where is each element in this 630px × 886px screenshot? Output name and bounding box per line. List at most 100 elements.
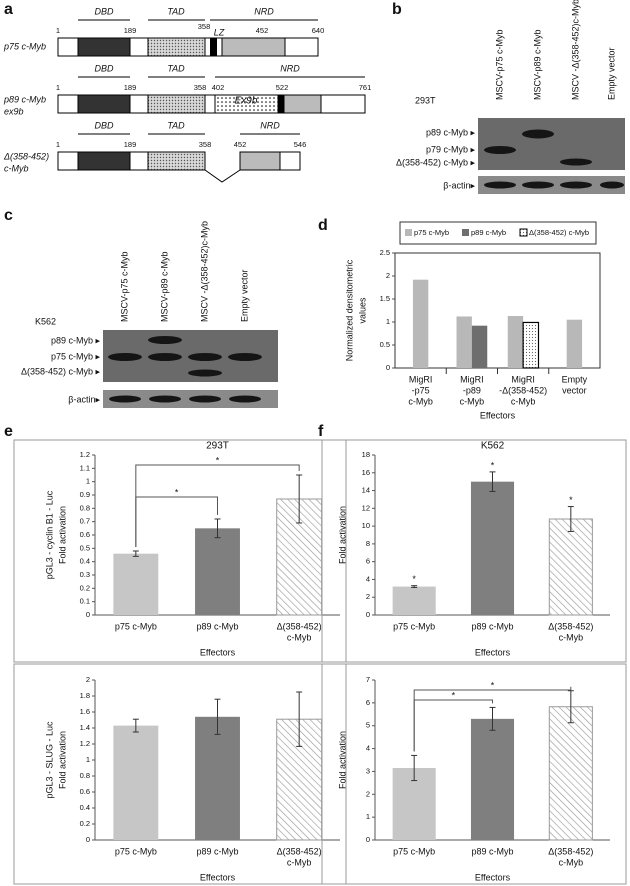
- y-tick-label: 0.6: [80, 787, 90, 796]
- y-tick-label: 0.2: [80, 819, 90, 828]
- domain-label: TAD: [167, 120, 185, 130]
- y-tick-label: 0.6: [80, 530, 90, 539]
- panel-label: f: [318, 423, 324, 440]
- legend-label: p89 c-Myb: [471, 228, 506, 237]
- band: [188, 353, 222, 361]
- bar: [566, 319, 583, 368]
- x-tick-label: c-Myb: [559, 857, 584, 867]
- panel-label: b: [392, 1, 402, 18]
- panel-label: c: [4, 207, 13, 224]
- significance-label: *: [491, 680, 495, 690]
- y-tick-label: 0: [86, 610, 90, 619]
- band: [148, 336, 182, 344]
- tad-domain: [147, 37, 206, 57]
- dbd-domain: [77, 151, 131, 171]
- position: 546: [294, 140, 307, 149]
- y-tick-label: 1: [386, 317, 390, 326]
- y-tick-label: 1.8: [80, 691, 90, 700]
- panel-a: a DBD TAD NRD 1 189 358 452 640 LZ p75 c…: [3, 1, 371, 183]
- x-tick-label: c-Myb: [460, 396, 485, 406]
- x-tick-label: c-Myb: [287, 632, 312, 642]
- blot: [478, 118, 625, 170]
- y-axis-label: pGL3 - cyclin B1 - Luc: [44, 490, 54, 579]
- y-tick-label: 1: [366, 812, 370, 821]
- position: 522: [276, 83, 289, 92]
- nrd-domain: [283, 94, 322, 114]
- bar: [470, 718, 515, 840]
- y-axis-label: values: [357, 297, 367, 324]
- y-tick-label: 0.1: [80, 597, 90, 606]
- band: [229, 395, 261, 403]
- legend-swatch: [405, 229, 412, 236]
- domain-label: NRD: [280, 63, 300, 73]
- significance-label: *: [491, 460, 495, 470]
- bar: [412, 279, 429, 368]
- lane-label: Empty vector: [239, 269, 249, 322]
- nrd-domain: [239, 151, 281, 171]
- band-label: p79 c-Myb ▸: [426, 144, 476, 154]
- bar: [471, 325, 488, 368]
- x-axis-label: Effectors: [200, 872, 236, 882]
- band: [228, 353, 262, 361]
- loading-label: β-actin▸: [443, 180, 475, 190]
- position: 452: [256, 26, 269, 35]
- legend-swatch: [519, 228, 528, 237]
- bar: [507, 316, 524, 368]
- lane-label: Empty vector: [606, 47, 616, 100]
- x-tick-label: Δ(358-452): [277, 846, 322, 856]
- band: [149, 395, 181, 403]
- lane-label: MSCV-p89 c-Myb: [159, 251, 169, 322]
- lane-label: MSCV-p75 c-Myb: [494, 29, 504, 100]
- x-tick-label: MigRI: [460, 374, 484, 384]
- bar: [195, 716, 240, 840]
- y-tick-label: 0.9: [80, 490, 90, 499]
- motif-label: Ex9b: [235, 96, 258, 107]
- position: 640: [312, 26, 325, 35]
- x-tick-label: p89 c-Myb: [471, 846, 513, 856]
- x-axis-label: Effectors: [200, 647, 236, 657]
- band-label: p75 c-Myb ▸: [51, 351, 101, 361]
- construct-name: Δ(358-452): [3, 151, 49, 161]
- chart-frame: [13, 663, 347, 885]
- tad-domain: [147, 94, 206, 114]
- lane-label: MSCV -Δ(358-452)c-Myb: [570, 0, 580, 100]
- domain-label: DBD: [94, 120, 114, 130]
- x-tick-label: c-Myb: [511, 396, 536, 406]
- y-axis-label: Normalized densitometric: [344, 259, 354, 361]
- band: [108, 353, 142, 361]
- domain-label: NRD: [260, 120, 280, 130]
- y-tick-label: 4: [366, 574, 370, 583]
- lane-label: MSCV-p89 c-Myb: [532, 29, 542, 100]
- y-tick-label: 0: [366, 835, 370, 844]
- y-axis-label: Fold activation: [337, 731, 347, 789]
- domain-label: TAD: [167, 6, 185, 16]
- significance-bracket: [413, 699, 493, 752]
- panel-label: a: [4, 1, 13, 18]
- y-tick-label: 0: [366, 610, 370, 619]
- cell-line: K562: [35, 316, 56, 326]
- y-tick-label: 8: [366, 539, 370, 548]
- position: 189: [124, 140, 137, 149]
- x-axis-label: Effectors: [475, 647, 511, 657]
- panel-label: d: [318, 217, 328, 234]
- domain-label: NRD: [254, 6, 274, 16]
- position: 358: [194, 83, 207, 92]
- tad-domain: [147, 151, 206, 171]
- panel-b: b MSCV-p75 c-Myb MSCV-p89 c-Myb MSCV -Δ(…: [392, 0, 625, 194]
- y-tick-label: 10: [362, 521, 370, 530]
- y-tick-label: 1.5: [380, 294, 390, 303]
- band-label: p89 c-Myb ▸: [426, 127, 476, 137]
- dbd-domain: [77, 94, 131, 114]
- loading-label: β-actin▸: [68, 394, 100, 404]
- x-tick-label: p75 c-Myb: [115, 621, 157, 631]
- y-tick-label: 6: [366, 698, 370, 707]
- y-tick-label: 0.4: [80, 803, 90, 812]
- x-tick-label: -p89: [463, 385, 481, 395]
- bar: [195, 528, 240, 615]
- band-label: Δ(358-452) c-Myb ▸: [21, 366, 101, 376]
- y-tick-label: 1.4: [80, 723, 90, 732]
- band: [560, 181, 592, 189]
- band: [109, 395, 141, 403]
- x-tick-label: Δ(358-452): [277, 621, 322, 631]
